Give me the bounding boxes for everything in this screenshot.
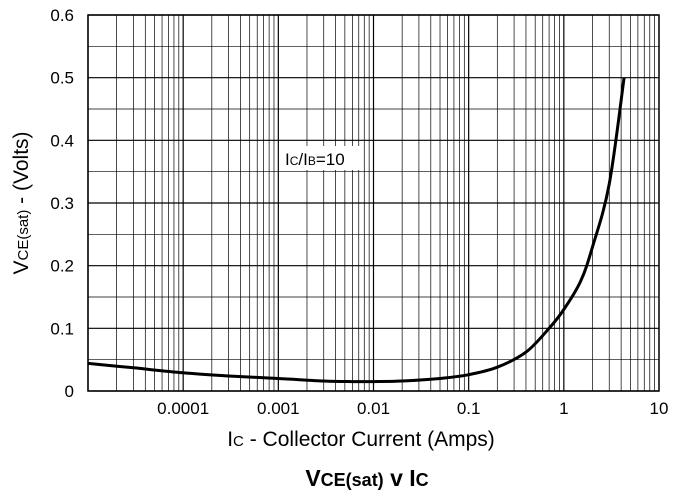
y-axis-label: VCE(sat) - (Volts) [10, 131, 33, 274]
x-tick-labels: 0.0001 0.001 0.01 0.1 1 10 [157, 399, 668, 418]
chart-title: VCE(sat) v IC [305, 465, 428, 491]
x-tick-label: 0.0001 [157, 399, 209, 418]
plot-frame [87, 14, 660, 392]
y-tick-label: 0.4 [50, 131, 74, 150]
y-tick-label: 0.6 [50, 6, 74, 25]
x-tick-label: 0.01 [357, 399, 390, 418]
y-tick-labels: 0 0.1 0.2 0.3 0.4 0.5 0.6 [50, 6, 74, 401]
x-axis-label: IC - Collector Current (Amps) [227, 428, 495, 451]
annotation-label: IC/IB=10 [285, 150, 345, 169]
y-tick-label: 0.3 [50, 194, 74, 213]
y-tick-label: 0.2 [50, 257, 74, 276]
y-tick-label: 0 [65, 382, 74, 401]
y-tick-label: 0.5 [50, 69, 74, 88]
x-tick-label: 1 [559, 399, 568, 418]
x-tick-label: 0.001 [257, 399, 300, 418]
x-tick-label: 0.1 [457, 399, 481, 418]
y-tick-label: 0.1 [50, 319, 74, 338]
annotation-background [281, 146, 361, 170]
x-tick-label: 10 [650, 399, 669, 418]
series-line [87, 77, 626, 384]
